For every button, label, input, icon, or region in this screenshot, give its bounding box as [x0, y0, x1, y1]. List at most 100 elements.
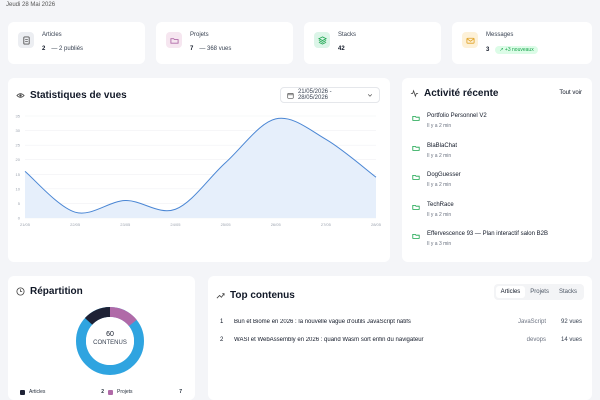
- x-tick-label: 21/05: [20, 222, 31, 227]
- stat-card-articles[interactable]: Articles 2 — 2 publiés: [8, 22, 145, 64]
- activity-title: Activité récente: [424, 88, 499, 99]
- tab-projets[interactable]: Projets: [530, 289, 549, 295]
- chevron-down-icon: [367, 94, 373, 97]
- top-content-tabs: Articles Projets Stacks: [493, 284, 584, 300]
- activity-item-name: Effervescence 93 — Plan interactif salon…: [427, 231, 548, 237]
- legend-item-articles: Articles 2: [20, 389, 104, 395]
- legend-label: Articles: [29, 389, 46, 395]
- stat-card-stacks[interactable]: Stacks 42: [304, 22, 441, 64]
- views-area-chart: 0 5 10 15 20 25 30 35 21/05 22/05 23/05 24/05 25/05 2…: [16, 114, 382, 228]
- row-title: WASI et WebAssembly en 2026 : quand Wasm…: [234, 337, 424, 343]
- activity-item-time: Il y a 2 min: [427, 123, 452, 129]
- repartition-card: Répartition 60 CONTENUS Articles 2 Proje…: [8, 276, 195, 400]
- new-messages-badge: ↗ +3 nouveaux: [495, 46, 538, 54]
- see-all-link[interactable]: Tout voir: [559, 90, 582, 96]
- tab-stacks[interactable]: Stacks: [558, 289, 577, 295]
- legend-label: Projets: [117, 389, 133, 395]
- activity-item-time: Il y a 2 min: [427, 211, 452, 218]
- date-range-picker[interactable]: 21/05/2026 - 28/05/2026: [280, 87, 380, 103]
- trending-up-icon: [216, 293, 225, 299]
- eye-icon: [16, 93, 25, 98]
- top-content-card: Top contenus Articles Projets Stacks 1 B…: [208, 276, 592, 400]
- table-row[interactable]: 1 Bun et Biome en 2026 : la nouvelle vag…: [220, 319, 582, 325]
- stat-value: 7: [190, 46, 194, 52]
- stat-sub: — 2 publiés: [51, 46, 84, 52]
- folder-icon: [166, 32, 182, 48]
- stat-value: 2: [42, 46, 46, 52]
- date-range-value: 21/05/2026 - 28/05/2026: [297, 89, 332, 101]
- y-tick-label: 5: [18, 201, 21, 206]
- x-tick-label: 23/05: [120, 222, 131, 227]
- x-tick-label: 26/05: [271, 222, 282, 227]
- stat-card-messages[interactable]: Messages 3 ↗ +3 nouveaux: [452, 22, 592, 64]
- y-tick-label: 35: [16, 114, 21, 119]
- stat-label: Stacks: [338, 32, 357, 38]
- stat-label: Projets: [190, 32, 209, 38]
- row-category: JavaScript: [517, 319, 546, 325]
- y-tick-label: 30: [16, 128, 21, 133]
- x-tick-label: 25/05: [221, 222, 232, 227]
- stat-label: Messages: [486, 32, 514, 38]
- y-tick-label: 25: [16, 143, 21, 148]
- repartition-total: 60: [106, 331, 114, 338]
- y-tick-label: 20: [16, 157, 21, 162]
- table-row[interactable]: 2 WASI et WebAssembly en 2026 : quand Wa…: [220, 337, 582, 343]
- folder-icon: [412, 234, 420, 239]
- layers-icon: [314, 32, 330, 48]
- legend-item-projets: Projets 7: [108, 389, 182, 395]
- top-content-title: Top contenus: [230, 290, 295, 301]
- tab-articles[interactable]: Articles: [495, 286, 526, 298]
- views-chart-card: Statistiques de vues 21/05/2026 - 28/05/…: [8, 78, 390, 262]
- stat-value: 3: [486, 47, 490, 53]
- stat-sub: — 368 vues: [199, 46, 232, 52]
- list-item[interactable]: TechRace Il y a 2 min: [412, 202, 454, 218]
- row-views: 92 vues: [560, 319, 582, 325]
- legend-swatch: [108, 389, 113, 395]
- x-tick-label: 28/05: [371, 222, 382, 227]
- calendar-icon: [287, 92, 294, 99]
- views-area-fill: [25, 118, 376, 218]
- activity-item-name: BlaBlaChat: [427, 142, 458, 149]
- activity-item-name: Portfolio Personnel V2: [427, 113, 487, 119]
- repartition-title: Répartition: [30, 286, 83, 297]
- x-tick-label: 24/05: [170, 222, 181, 227]
- row-views: 14 vues: [560, 337, 582, 343]
- folder-icon: [412, 204, 420, 210]
- row-rank: 1: [220, 319, 224, 325]
- activity-item-name: TechRace: [427, 201, 454, 208]
- clock-icon: [16, 287, 25, 296]
- y-tick-label: 0: [18, 216, 21, 221]
- folder-icon: [412, 116, 420, 121]
- list-item[interactable]: BlaBlaChat Il y a 2 min: [412, 143, 457, 159]
- repartition-donut: [76, 306, 144, 375]
- mail-icon: [462, 32, 478, 48]
- row-category: devops: [526, 337, 546, 343]
- views-line: [24, 117, 377, 214]
- activity-item-name: DogGuesser: [427, 172, 461, 178]
- repartition-total-label: CONTENUS: [93, 340, 127, 346]
- activity-card: Activité récente Tout voir Portfolio Per…: [402, 78, 592, 262]
- list-item[interactable]: DogGuesser Il y a 2 min: [412, 172, 461, 188]
- x-tick-label: 27/05: [321, 222, 332, 227]
- legend-value: 2: [101, 389, 104, 395]
- stat-label: Articles: [42, 32, 62, 38]
- y-tick-label: 15: [16, 172, 21, 177]
- legend-value: 7: [179, 389, 182, 395]
- current-date: Jeudi 28 Mai 2026: [6, 2, 56, 8]
- list-item[interactable]: Portfolio Personnel V2 Il y a 2 min: [412, 113, 487, 129]
- views-title: Statistiques de vues: [30, 90, 127, 101]
- activity-item-time: Il y a 3 min: [427, 241, 452, 247]
- stat-card-projets[interactable]: Projets 7 — 368 vues: [156, 22, 293, 64]
- legend-swatch: [20, 389, 25, 395]
- stat-value: 42: [338, 46, 345, 52]
- list-item[interactable]: Effervescence 93 — Plan interactif salon…: [412, 231, 548, 247]
- activity-icon: [410, 89, 419, 98]
- folder-icon: [412, 145, 420, 151]
- row-rank: 2: [220, 337, 224, 343]
- folder-icon: [412, 175, 420, 180]
- y-tick-label: 10: [16, 186, 21, 191]
- x-tick-label: 22/05: [70, 222, 81, 227]
- activity-item-time: Il y a 2 min: [427, 182, 452, 188]
- row-title: Bun et Biome en 2026 : la nouvelle vague…: [234, 319, 411, 325]
- activity-item-time: Il y a 2 min: [427, 152, 452, 159]
